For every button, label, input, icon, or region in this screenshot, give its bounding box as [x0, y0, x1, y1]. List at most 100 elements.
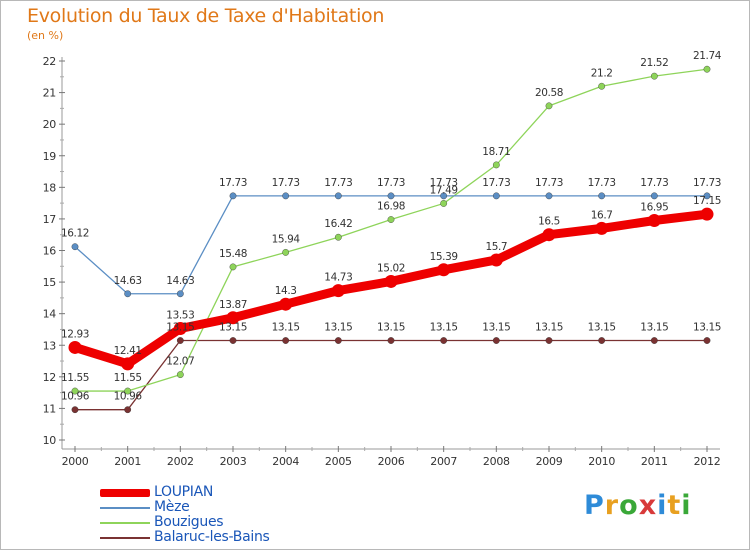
data-point	[703, 65, 711, 73]
data-point	[282, 248, 290, 256]
data-point	[703, 192, 711, 200]
y-tick-label: 19	[43, 150, 57, 163]
data-point	[124, 290, 132, 298]
logo-letter: r	[604, 490, 620, 521]
data-label: 12.93	[61, 328, 89, 340]
y-tick-label: 11	[43, 402, 56, 415]
data-point	[440, 337, 448, 344]
data-point	[489, 253, 503, 267]
x-tick-label: 2012	[694, 455, 721, 468]
data-point	[71, 243, 79, 251]
data-point	[71, 387, 79, 395]
legend-swatch	[100, 507, 150, 509]
data-label: 13.87	[219, 299, 247, 311]
logo-letter: i	[657, 490, 668, 521]
data-label: 16.42	[324, 218, 352, 230]
data-label: 13.15	[219, 322, 247, 334]
data-point	[68, 340, 82, 354]
data-label: 14.73	[324, 272, 352, 284]
data-point	[650, 337, 658, 344]
data-label: 17.73	[482, 177, 510, 189]
data-label: 13.15	[324, 322, 352, 334]
data-label: 16.98	[377, 201, 405, 213]
data-label: 12.41	[114, 345, 142, 357]
data-label: 11.55	[61, 372, 89, 384]
data-label: 17.73	[324, 177, 352, 189]
data-label: 15.48	[219, 248, 247, 260]
data-point	[492, 161, 500, 169]
data-point	[229, 337, 237, 344]
chart-title: Evolution du Taux de Taxe d'Habitation	[27, 5, 385, 27]
data-point	[542, 228, 556, 242]
data-label: 15.94	[272, 233, 301, 245]
data-label: 21.52	[640, 57, 668, 69]
data-point	[334, 337, 342, 344]
data-label: 13.15	[693, 322, 721, 334]
x-tick-label: 2003	[220, 455, 247, 468]
data-point	[650, 72, 658, 80]
data-point	[595, 221, 609, 235]
data-label: 13.15	[166, 322, 194, 334]
data-point	[545, 192, 553, 200]
y-tick-label: 15	[43, 276, 57, 289]
data-point	[334, 233, 342, 241]
x-tick-label: 2010	[588, 455, 615, 468]
logo-letter: i	[681, 490, 692, 521]
data-point	[124, 406, 132, 414]
data-label: 16.7	[591, 209, 613, 221]
x-tick-label: 2001	[114, 455, 141, 468]
logo-letter: P	[584, 490, 605, 521]
x-tick-label: 2002	[167, 455, 194, 468]
y-tick-label: 12	[43, 371, 56, 384]
data-point	[545, 337, 553, 344]
data-point	[176, 290, 184, 298]
data-label: 17.73	[430, 177, 458, 189]
x-tick-label: 2008	[483, 455, 510, 468]
data-label: 14.3	[275, 285, 297, 297]
data-point	[440, 200, 448, 207]
data-label: 15.7	[485, 241, 507, 253]
data-label: 12.07	[166, 356, 194, 368]
series-line	[74, 339, 708, 411]
data-point	[650, 192, 658, 200]
data-label: 10.96	[114, 391, 143, 403]
legend-label: Mèze	[154, 499, 190, 515]
y-tick-label: 16	[43, 245, 57, 258]
legend-label: Balaruc-les-Bains	[154, 529, 270, 545]
x-tick-label: 2005	[325, 455, 352, 468]
logo-letter: x	[638, 490, 658, 521]
data-point	[226, 311, 240, 325]
data-label: 15.39	[430, 251, 458, 263]
data-label: 17.73	[272, 177, 300, 189]
data-point	[440, 192, 448, 200]
x-tick-label: 2009	[536, 455, 563, 468]
data-point	[282, 192, 290, 200]
data-point	[176, 371, 184, 379]
data-point	[334, 192, 342, 200]
data-point	[176, 337, 184, 344]
data-label: 13.15	[482, 322, 510, 334]
data-point	[229, 263, 237, 271]
data-label: 20.58	[535, 87, 563, 99]
data-point	[545, 102, 553, 110]
data-label: 13.15	[430, 322, 458, 334]
data-label: 13.15	[377, 322, 405, 334]
data-label: 17.73	[535, 177, 563, 189]
data-label: 17.73	[588, 177, 616, 189]
proxiti-logo: Proxiti	[584, 490, 692, 521]
data-label: 17.73	[377, 177, 405, 189]
legend-swatch	[100, 537, 150, 539]
x-tick-label: 2000	[62, 455, 89, 468]
data-label: 11.55	[114, 372, 142, 384]
data-point	[492, 192, 500, 200]
legend-label: Bouzigues	[154, 514, 224, 530]
data-label: 17.73	[693, 177, 721, 189]
data-label: 13.15	[640, 322, 668, 334]
logo-letter: o	[619, 490, 639, 521]
y-tick-label: 14	[43, 308, 57, 321]
chart-unit-label: (en %)	[27, 29, 64, 42]
data-point	[598, 192, 606, 200]
data-point	[71, 406, 79, 414]
data-label: 14.63	[166, 275, 194, 287]
